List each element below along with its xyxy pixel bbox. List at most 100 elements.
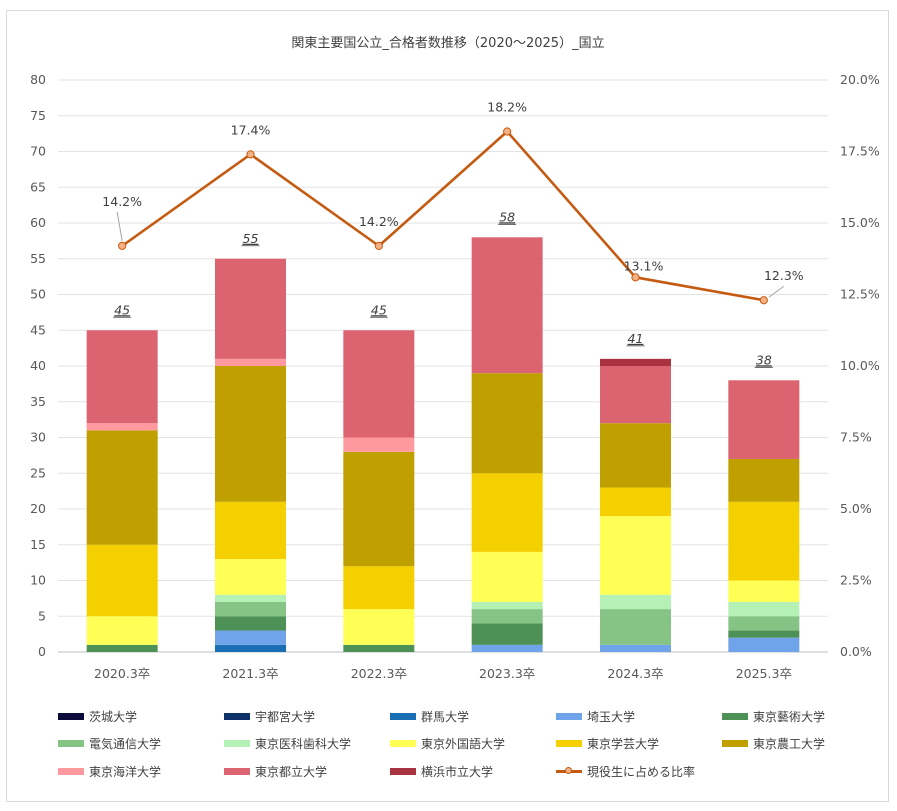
- ratio-marker: [503, 127, 512, 136]
- bar-segment: [215, 258, 286, 359]
- legend-swatch: [390, 712, 416, 720]
- x-tick-label: 2020.3卒: [94, 666, 150, 681]
- y-tick-label: 80: [30, 72, 46, 87]
- bar-segment: [728, 601, 800, 617]
- legend-label: 東京農工大学: [753, 736, 826, 751]
- legend-item: 東京藝術大学: [722, 708, 825, 724]
- bar-segment: [600, 516, 671, 595]
- ratio-marker: [631, 273, 640, 282]
- legend-item: 東京医科歯科大学: [224, 735, 351, 751]
- x-tick-label: 2022.3卒: [351, 666, 407, 681]
- legend-item: 宇都宮大学: [224, 708, 315, 724]
- legend-item: 茨城大学: [58, 708, 137, 724]
- bar-segment: [86, 423, 158, 431]
- y-tick-label: 5: [38, 608, 46, 623]
- x-axis: 2020.3卒 2021.3卒 2022.3卒 2023.3卒 2024.3卒 2025.…: [94, 666, 792, 681]
- bar-segment: [471, 609, 543, 624]
- legend-item: 東京都立大学: [224, 763, 327, 779]
- bar-segment: [343, 451, 415, 567]
- legend-swatch: [390, 767, 416, 775]
- legend-item: 東京海洋大学: [58, 763, 161, 779]
- y-tick-label: 15: [30, 537, 46, 552]
- legend-swatch: [58, 712, 84, 720]
- x-tick-label: 2023.3卒: [479, 666, 535, 681]
- bar-segment: [471, 644, 543, 652]
- y2-tick-label: 15.0%: [840, 215, 880, 230]
- ratio-data-label: 14.2%: [359, 214, 399, 229]
- ratio-data-label: 12.3%: [764, 268, 804, 283]
- bar-segment: [215, 630, 286, 645]
- ratio-marker: [759, 296, 768, 305]
- bar-segment: [86, 544, 158, 617]
- y-tick-label: 65: [30, 179, 46, 194]
- y2-tick-label: 7.5%: [840, 430, 872, 445]
- bar-segment: [728, 380, 800, 459]
- y-tick-label: 20: [30, 501, 46, 516]
- bar-segment: [215, 644, 286, 652]
- total-label: 58: [499, 209, 515, 224]
- bar-segment: [343, 566, 415, 610]
- bar-segment: [215, 358, 286, 366]
- ratio-data-label: 17.4%: [231, 122, 271, 137]
- legend-swatch: [224, 739, 250, 747]
- bar-segment: [728, 637, 800, 652]
- bar-segment: [471, 623, 543, 645]
- bar-segment: [600, 594, 671, 610]
- leader-line: [768, 285, 785, 298]
- total-label: 45: [371, 302, 387, 317]
- legend-swatch: [58, 767, 84, 775]
- y2-tick-label: 2.5%: [840, 573, 872, 588]
- bar-segment: [343, 644, 415, 652]
- ratio-data-label: 14.2%: [102, 194, 142, 209]
- legend-label: 電気通信大学: [89, 736, 162, 751]
- total-label: 41: [628, 331, 644, 346]
- bar-segment: [471, 373, 543, 474]
- bar-segment: [471, 601, 543, 610]
- y2-tick-label: 17.5%: [840, 144, 880, 159]
- legend-label: 茨城大学: [89, 709, 138, 724]
- y-tick-label: 35: [30, 394, 46, 409]
- ratio-marker: [246, 150, 255, 159]
- bar-segment: [215, 616, 286, 631]
- y-tick-label: 70: [30, 144, 46, 159]
- legend-swatch: [556, 712, 582, 720]
- legend-label: 宇都宮大学: [255, 709, 316, 724]
- bar-segment: [471, 237, 543, 374]
- y2-tick-label: 5.0%: [840, 501, 872, 516]
- ratio-marker: [118, 241, 127, 250]
- legend-item: 群馬大学: [390, 708, 469, 724]
- y-axis-right: 0.0% 2.5% 5.0% 7.5% 10.0% 12.5% 15.0% 17.5% 20.0…: [840, 72, 880, 659]
- leader-line: [116, 211, 123, 241]
- ratio-data-label: 18.2%: [487, 99, 527, 114]
- total-labels: 45 55 45 58 41 38: [113, 209, 773, 368]
- legend-item: 東京農工大学: [722, 735, 825, 751]
- bar-segment: [86, 644, 158, 652]
- legend-item: 現役生に占める比率: [556, 763, 695, 779]
- legend-label: 東京学芸大学: [587, 736, 660, 751]
- legend-label: 東京外国語大学: [421, 736, 506, 751]
- total-label: 45: [114, 302, 130, 317]
- bar-segment: [215, 601, 286, 617]
- bar-segment: [728, 616, 800, 631]
- bar-segment: [86, 330, 158, 424]
- y-tick-label: 0: [38, 644, 46, 659]
- ratio-line: 14.2% 17.4% 14.2% 18.2% 13.1% 12.3%: [102, 99, 804, 305]
- bar-segment: [343, 609, 415, 645]
- bar-segment: [215, 501, 286, 560]
- ratio-data-label: 13.1%: [624, 258, 664, 273]
- legend-label: 現役生に占める比率: [587, 764, 696, 779]
- legend-swatch: [224, 712, 250, 720]
- bar-segment: [728, 630, 800, 638]
- y-tick-label: 75: [30, 108, 46, 123]
- legend-item: 東京外国語大学: [390, 735, 505, 751]
- legend-label: 東京海洋大学: [89, 764, 162, 779]
- legend-item: 東京学芸大学: [556, 735, 659, 751]
- legend-swatch: [390, 739, 416, 747]
- y-tick-label: 25: [30, 465, 46, 480]
- legend-item: 横浜市立大学: [390, 763, 493, 779]
- bar-segment: [600, 358, 671, 366]
- x-tick-label: 2024.3卒: [607, 666, 663, 681]
- y2-tick-label: 20.0%: [840, 72, 880, 87]
- x-tick-label: 2025.3卒: [736, 666, 792, 681]
